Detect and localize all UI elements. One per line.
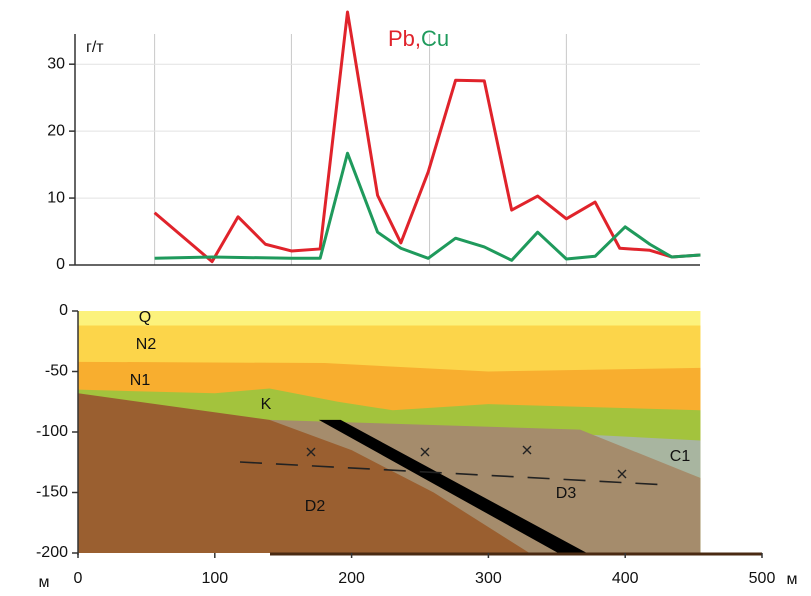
- y-tick-label: -100: [36, 423, 68, 440]
- layer-label: C1: [670, 448, 691, 465]
- layer-label: K: [261, 396, 272, 413]
- legend: Pb,Cu: [388, 26, 449, 51]
- x-axis-unit: м: [787, 571, 798, 588]
- x-tick-label: 300: [475, 570, 502, 587]
- y-tick-label: -50: [45, 363, 68, 380]
- x-tick-label: 100: [201, 570, 228, 587]
- y-axis-unit: м: [39, 574, 50, 591]
- y-tick-label: -150: [36, 484, 68, 501]
- y-axis-title: г/т: [86, 39, 104, 56]
- legend-entry: Pb: [388, 26, 415, 51]
- layer-label: D3: [556, 485, 577, 502]
- y-tick-label: 20: [47, 122, 65, 139]
- layer-label: N1: [130, 372, 151, 389]
- fault: [318, 419, 587, 553]
- y-tick-label: 0: [56, 256, 65, 273]
- x-tick-label: 200: [338, 570, 365, 587]
- layer: [269, 419, 701, 553]
- series-line: [153, 10, 701, 264]
- y-tick-label: -200: [36, 544, 68, 561]
- cross: [522, 445, 532, 455]
- x-tick-label: 400: [612, 570, 639, 587]
- legend-separator: ,: [415, 26, 421, 51]
- layer-label: N2: [136, 336, 157, 353]
- y-tick-label: 30: [47, 55, 65, 72]
- x-tick-label: 0: [74, 570, 83, 587]
- y-tick-label: 0: [59, 302, 68, 319]
- y-tick-label: 10: [47, 189, 65, 206]
- cross: [617, 469, 627, 479]
- legend-entry: Cu: [421, 26, 449, 51]
- layer: [78, 393, 530, 553]
- cross: [420, 447, 430, 457]
- layer-label: Q: [139, 309, 151, 326]
- cross: [306, 447, 316, 457]
- x-tick-label: 500: [749, 570, 776, 587]
- series-line: [154, 151, 701, 262]
- layer: [488, 429, 701, 478]
- layer-label: D2: [305, 498, 326, 515]
